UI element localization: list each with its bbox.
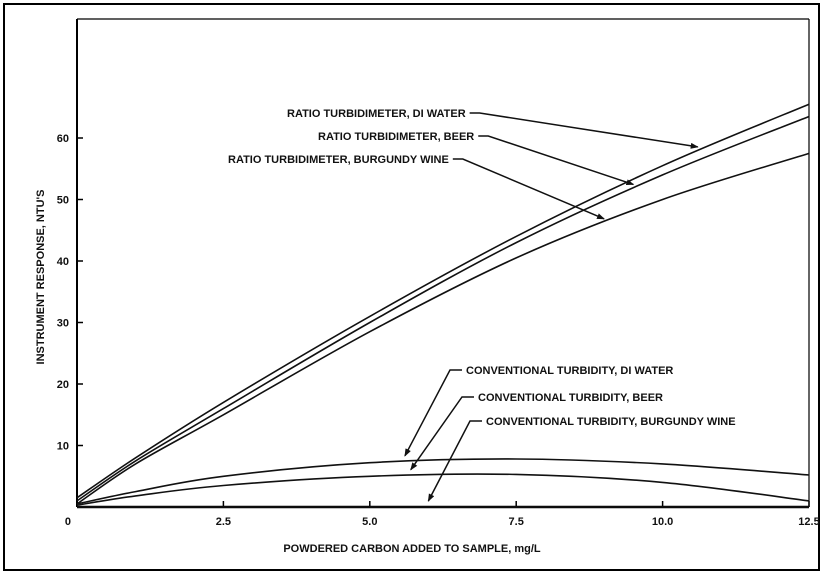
annotation-label: RATIO TURBIDIMETER, DI WATER bbox=[287, 108, 466, 120]
x-tick-label: 0 bbox=[65, 516, 71, 528]
annotation-label: RATIO TURBIDIMETER, BURGUNDY WINE bbox=[228, 154, 449, 166]
annotation-label: CONVENTIONAL TURBIDITY, BURGUNDY WINE bbox=[486, 416, 736, 428]
series-line-4 bbox=[76, 458, 810, 505]
x-tick-label: 7.5 bbox=[509, 516, 524, 528]
annotation-arrow bbox=[469, 112, 699, 149]
annotation-arrow bbox=[452, 158, 605, 220]
annotation-label: RATIO TURBIDIMETER, BEER bbox=[318, 131, 474, 143]
y-tick-label: 10 bbox=[57, 441, 69, 453]
annotation-arrow bbox=[404, 369, 462, 457]
annotation-arrow bbox=[478, 135, 635, 186]
annotation-label: CONVENTIONAL TURBIDITY, BEER bbox=[478, 392, 663, 404]
annotation-layer: RATIO TURBIDIMETER, DI WATER RATIO TURBID… bbox=[228, 108, 736, 502]
series-line-3 bbox=[76, 152, 810, 505]
x-tick-label: 2.5 bbox=[216, 516, 231, 528]
y-tick-label: 60 bbox=[57, 133, 69, 145]
figure-frame bbox=[3, 3, 820, 571]
x-tick-label: 5.0 bbox=[362, 516, 377, 528]
x-tick-label: 12.5 bbox=[798, 516, 819, 528]
series-line-1 bbox=[76, 103, 810, 499]
axes: 10 20 30 40 50 60 0 2.5 5.0 7.5 10.0 12.5 bbox=[57, 18, 820, 528]
y-tick-label: 20 bbox=[57, 379, 69, 391]
annotation-arrow bbox=[427, 420, 482, 502]
y-tick-label: 40 bbox=[57, 256, 69, 268]
series-line-2 bbox=[76, 115, 810, 502]
x-tick-label: 10.0 bbox=[652, 516, 673, 528]
series-layer bbox=[76, 103, 810, 508]
y-tick-label: 50 bbox=[57, 195, 69, 207]
annotation-label: CONVENTIONAL TURBIDITY, DI WATER bbox=[466, 365, 673, 377]
y-tick-label: 30 bbox=[57, 318, 69, 330]
x-axis-label: POWDERED CARBON ADDED TO SAMPLE, mg/L bbox=[283, 543, 541, 555]
annotation-arrow bbox=[410, 396, 474, 471]
y-axis-label: INSTRUMENT RESPONSE, NTU'S bbox=[35, 190, 47, 365]
series-line-5 bbox=[76, 473, 810, 506]
